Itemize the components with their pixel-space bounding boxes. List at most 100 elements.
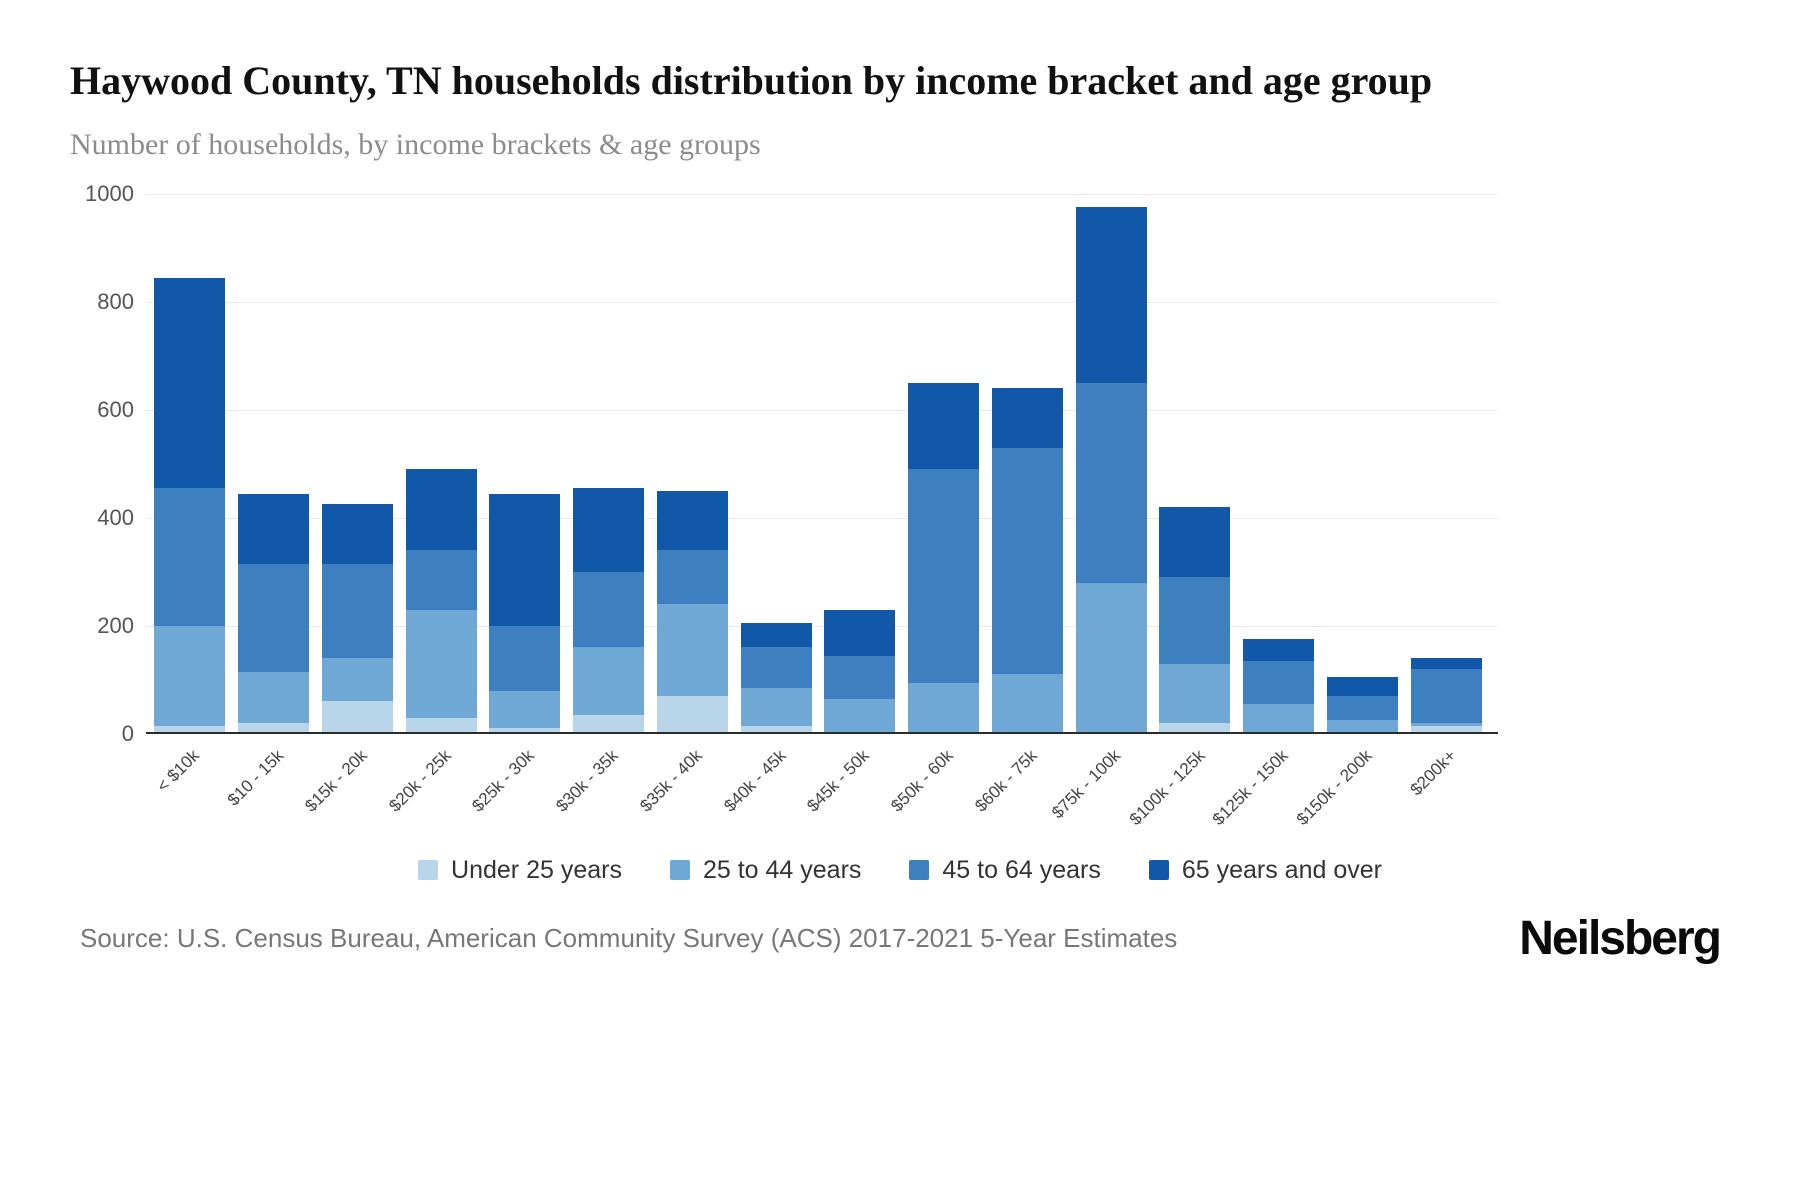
bar-segment[interactable] (238, 671, 310, 723)
bar-segment[interactable] (908, 682, 980, 734)
bar-segment[interactable] (1159, 663, 1231, 723)
stacked-bar[interactable] (991, 388, 1063, 734)
bar-segment[interactable] (1159, 507, 1231, 578)
x-tick-label: $45k - 50k (803, 745, 874, 816)
bar-segment[interactable] (321, 504, 393, 564)
bar-segment[interactable] (1243, 704, 1315, 734)
bar-segment[interactable] (405, 609, 477, 718)
legend-item[interactable]: 65 years and over (1148, 855, 1382, 885)
bar-segment[interactable] (489, 493, 561, 626)
stacked-bar[interactable] (1159, 507, 1231, 734)
stacked-bar[interactable] (238, 493, 310, 734)
bar-segment[interactable] (1075, 582, 1147, 734)
bar-segment[interactable] (656, 490, 728, 551)
bar-segment[interactable] (238, 723, 310, 734)
bar-segment[interactable] (489, 728, 561, 734)
stacked-bar[interactable] (321, 504, 393, 734)
bar-segment[interactable] (154, 625, 226, 726)
legend-label: 45 to 64 years (942, 855, 1101, 884)
stacked-bar[interactable] (656, 490, 728, 734)
bar-segment[interactable] (154, 725, 226, 734)
bar-segment[interactable] (1326, 720, 1398, 734)
legend: Under 25 years 25 to 44 years 45 to 64 yea… (0, 856, 1800, 885)
bar-segment[interactable] (573, 488, 645, 572)
bar-segment[interactable] (656, 604, 728, 696)
plot-area: < $10k $10 - 15k $15k - 20k $20k - 25k $25k … (146, 193, 1498, 829)
stacked-bar[interactable] (154, 277, 226, 734)
x-tick-label: $50k - 60k (887, 745, 958, 816)
bar-segment[interactable] (991, 447, 1063, 675)
y-axis: 0 200 400 600 800 1000 (70, 181, 146, 746)
bar-segment[interactable] (573, 571, 645, 648)
bar-segment[interactable] (740, 623, 812, 648)
stacked-bar[interactable] (1410, 658, 1482, 734)
bar-segment[interactable] (489, 625, 561, 691)
bar-segment[interactable] (1243, 660, 1315, 705)
bar-segment[interactable] (1410, 723, 1482, 726)
bar-segment[interactable] (740, 725, 812, 734)
bar-segment[interactable] (405, 717, 477, 734)
legend-label: 25 to 44 years (702, 855, 862, 884)
chart-footer: Source: U.S. Census Bureau, American Com… (80, 911, 1722, 966)
x-tick-label: $200k+ (1406, 745, 1460, 800)
bar-slot: $75k - 100k (1048, 194, 1153, 822)
bar-segment[interactable] (238, 563, 310, 672)
bar-segment[interactable] (154, 277, 226, 489)
bar-segment[interactable] (1075, 207, 1147, 383)
bar-segment[interactable] (991, 674, 1063, 734)
bar-segment[interactable] (1326, 677, 1398, 696)
legend-label: 65 years and over (1181, 855, 1382, 884)
stacked-bar[interactable] (740, 623, 812, 734)
bar-segment[interactable] (740, 687, 812, 726)
stacked-bar[interactable] (405, 469, 477, 734)
bar-segment[interactable] (1159, 577, 1231, 664)
bar-segment[interactable] (1243, 639, 1315, 661)
bar-segment[interactable] (1159, 723, 1231, 734)
bar-segment[interactable] (824, 609, 896, 656)
bar-segment[interactable] (824, 698, 896, 734)
stacked-bar[interactable] (489, 493, 561, 734)
x-tick-label: $35k - 40k (636, 745, 706, 816)
bar-segment[interactable] (321, 701, 393, 734)
bar-segment[interactable] (991, 388, 1063, 448)
bar-segment[interactable] (1326, 696, 1398, 721)
bar-segment[interactable] (740, 647, 812, 688)
bar-segment[interactable] (573, 647, 645, 715)
bar-segment[interactable] (1410, 725, 1482, 734)
bar-slot: $20k - 25k (385, 194, 483, 815)
bar-segment[interactable] (405, 550, 477, 610)
legend-item[interactable]: 25 to 44 years (669, 855, 862, 885)
bar-segment[interactable] (154, 488, 226, 626)
bar-segment[interactable] (489, 690, 561, 729)
x-tick-label: $100k - 125k (1125, 745, 1209, 829)
legend-swatch-icon (669, 860, 690, 881)
bar-segment[interactable] (1075, 382, 1147, 583)
bar-slot: $125k - 150k (1209, 194, 1321, 829)
x-tick-label: $15k - 20k (301, 745, 371, 816)
x-tick-label: $30k - 35k (552, 745, 623, 816)
bar-segment[interactable] (238, 493, 310, 564)
stacked-bar[interactable] (1326, 677, 1398, 734)
bar-segment[interactable] (1410, 669, 1482, 724)
bar-segment[interactable] (656, 696, 728, 734)
stacked-bar[interactable] (1243, 639, 1315, 734)
bar-segment[interactable] (321, 563, 393, 659)
stacked-bar[interactable] (1075, 207, 1147, 734)
bar-segment[interactable] (824, 655, 896, 699)
bar-segment[interactable] (656, 550, 728, 605)
legend-swatch-icon (418, 860, 439, 881)
bar-segment[interactable] (908, 382, 980, 470)
bar-segment[interactable] (573, 714, 645, 734)
legend-item[interactable]: Under 25 years (418, 856, 622, 885)
bar-segment[interactable] (321, 658, 393, 702)
gridline (146, 409, 1498, 411)
legend-item[interactable]: 45 to 64 years (909, 855, 1101, 885)
stacked-bar[interactable] (573, 488, 645, 734)
bar-segment[interactable] (908, 469, 980, 683)
source-note: Source: U.S. Census Bureau, American Com… (80, 922, 1178, 953)
stacked-bar[interactable] (908, 382, 980, 734)
stacked-bar[interactable] (824, 609, 896, 734)
bar-segment[interactable] (405, 469, 477, 551)
bar-segment[interactable] (1410, 658, 1482, 670)
bar-slot: $50k - 60k (887, 194, 986, 815)
